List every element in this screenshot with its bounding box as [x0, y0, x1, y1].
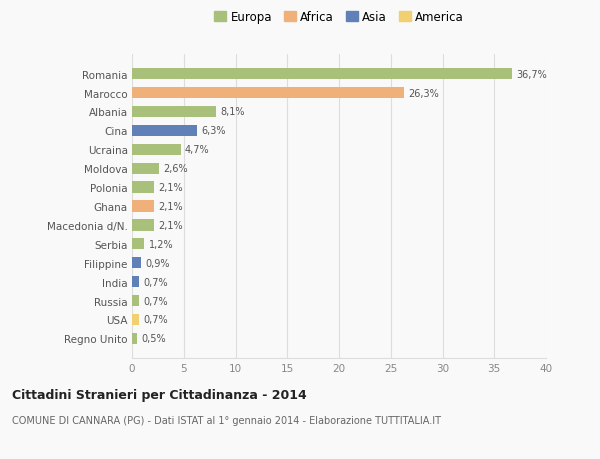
- Text: 2,1%: 2,1%: [158, 202, 182, 212]
- Text: 4,7%: 4,7%: [185, 145, 209, 155]
- Text: 2,1%: 2,1%: [158, 183, 182, 193]
- Bar: [132, 333, 137, 344]
- Bar: [132, 257, 142, 269]
- Bar: [132, 144, 181, 156]
- Text: 36,7%: 36,7%: [516, 69, 547, 79]
- Bar: [132, 295, 139, 307]
- Text: 0,7%: 0,7%: [143, 315, 168, 325]
- Bar: [132, 125, 197, 137]
- Bar: [132, 276, 139, 288]
- Text: 8,1%: 8,1%: [220, 107, 244, 117]
- Text: 0,9%: 0,9%: [145, 258, 170, 268]
- Bar: [132, 69, 512, 80]
- Text: 2,1%: 2,1%: [158, 220, 182, 230]
- Text: 6,3%: 6,3%: [202, 126, 226, 136]
- Bar: [132, 314, 139, 325]
- Bar: [132, 106, 216, 118]
- Text: 2,6%: 2,6%: [163, 164, 188, 174]
- Bar: [132, 88, 404, 99]
- Legend: Europa, Africa, Asia, America: Europa, Africa, Asia, America: [209, 6, 469, 29]
- Bar: [132, 239, 145, 250]
- Text: COMUNE DI CANNARA (PG) - Dati ISTAT al 1° gennaio 2014 - Elaborazione TUTTITALIA: COMUNE DI CANNARA (PG) - Dati ISTAT al 1…: [12, 415, 441, 425]
- Bar: [132, 163, 159, 174]
- Text: 26,3%: 26,3%: [409, 89, 439, 98]
- Bar: [132, 201, 154, 212]
- Text: 0,7%: 0,7%: [143, 277, 168, 287]
- Bar: [132, 182, 154, 193]
- Text: 1,2%: 1,2%: [149, 239, 173, 249]
- Bar: [132, 220, 154, 231]
- Text: 0,7%: 0,7%: [143, 296, 168, 306]
- Text: Cittadini Stranieri per Cittadinanza - 2014: Cittadini Stranieri per Cittadinanza - 2…: [12, 388, 307, 401]
- Text: 0,5%: 0,5%: [142, 334, 166, 344]
